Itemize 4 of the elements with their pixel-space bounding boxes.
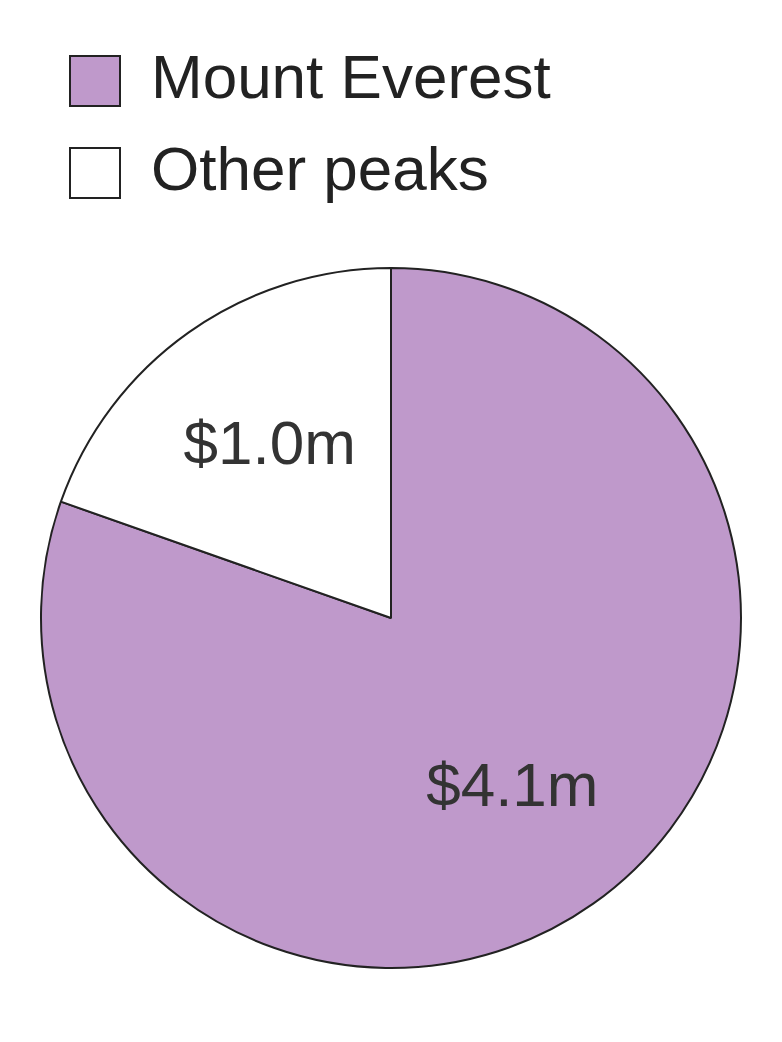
legend-label: Mount Everest: [151, 42, 551, 112]
data-label: $1.0m: [183, 407, 356, 477]
data-label: $4.1m: [426, 750, 599, 820]
legend-label: Other peaks: [151, 134, 489, 204]
